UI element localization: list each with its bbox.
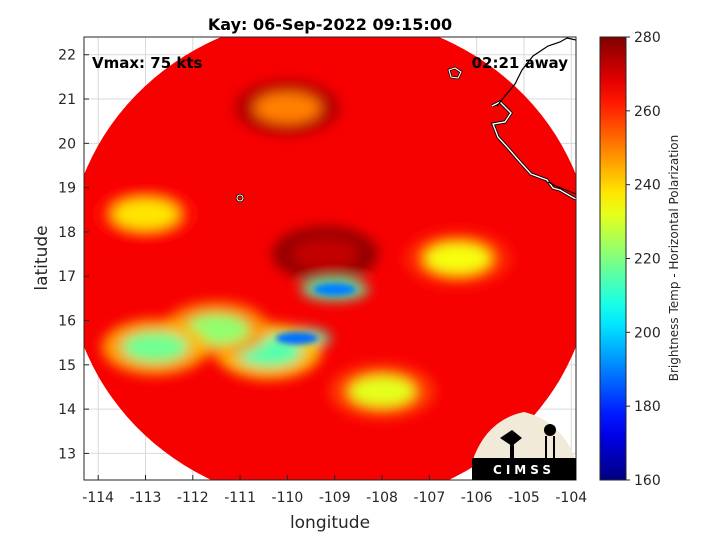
y-axis: 13 14 15 16 17 18 19 20 21 22 <box>58 48 89 462</box>
island <box>448 67 462 79</box>
y-tick-label: 15 <box>58 358 76 374</box>
colorbar-tick-label: 260 <box>634 104 661 120</box>
tower-leg-right <box>553 436 555 458</box>
colorbar-tick-label: 220 <box>634 252 661 268</box>
feature-band-east <box>424 242 491 275</box>
axes-box <box>83 36 577 481</box>
colorbar-ticks: 160 180 200 220 240 260 280 <box>626 30 661 489</box>
x-tick-label: -112 <box>177 490 209 506</box>
x-tick-label: -104 <box>555 490 587 506</box>
x-tick-label: -114 <box>82 490 114 506</box>
x-tick-label: -105 <box>508 490 540 506</box>
colorbar-tick-label: 280 <box>634 30 661 46</box>
feature-band-west <box>112 198 179 230</box>
chart-title: Kay: 06-Sep-2022 09:15:00 <box>208 15 452 34</box>
x-tick-label: -113 <box>130 490 162 506</box>
y-tick-label: 14 <box>58 402 76 418</box>
logo-text: CIMSS <box>493 463 555 477</box>
feature-band-southeast <box>348 375 416 407</box>
y-tick-label: 22 <box>58 48 76 64</box>
y-tick-label: 17 <box>58 269 76 285</box>
feature-eye <box>292 238 359 270</box>
y-tick-label: 21 <box>58 92 76 108</box>
y-tick-label: 20 <box>58 136 76 152</box>
y-axis-label: latitude <box>32 225 52 290</box>
feature-inner-eyewall-south <box>275 332 319 345</box>
cimss-logo: CIMSS <box>472 412 576 480</box>
y-tick-label: 18 <box>58 225 76 241</box>
x-tick-label: -107 <box>413 490 445 506</box>
y-tick-label: 16 <box>58 314 76 330</box>
y-tick-label: 13 <box>58 446 76 462</box>
feature-band-north <box>254 92 321 124</box>
colorbar <box>599 36 627 481</box>
colorbar-label: Brightness Temp - Horizontal Polarizatio… <box>667 135 681 382</box>
vmax-annotation: Vmax: 75 kts <box>92 54 202 72</box>
dish-pole <box>510 444 514 458</box>
feature-inner-eyewall-north <box>313 283 357 296</box>
colorbar-tick-label: 160 <box>634 473 661 489</box>
x-tick-label: -108 <box>366 490 398 506</box>
x-tick-label: -111 <box>224 490 256 506</box>
colorbar-tick-label: 240 <box>634 178 661 194</box>
feature-band-far-southwest <box>121 331 189 363</box>
time-away-annotation: 02:21 away <box>472 54 569 72</box>
x-tick-label: -110 <box>272 490 304 506</box>
coastline <box>235 37 576 203</box>
islet <box>236 194 244 202</box>
x-axis: -114 -113 -112 -111 -110 -109 -108 -107 -106 -105… <box>82 475 587 506</box>
water-tower-icon <box>544 424 556 436</box>
y-tick-label: 19 <box>58 181 76 197</box>
x-tick-label: -106 <box>461 490 493 506</box>
colorbar-tick-label: 180 <box>634 399 661 415</box>
x-tick-label: -109 <box>319 490 351 506</box>
x-axis-label: longitude <box>290 513 370 533</box>
coastline-inner <box>547 181 576 195</box>
coastline-path <box>491 101 576 200</box>
swath <box>84 37 576 480</box>
core-layer <box>275 283 357 345</box>
logo-banner <box>472 458 576 480</box>
tower-leg-left <box>545 436 547 458</box>
colorbar-tick-label: 200 <box>634 325 661 341</box>
satellite-dish-icon <box>500 430 522 446</box>
coastline-mainland <box>496 37 576 107</box>
